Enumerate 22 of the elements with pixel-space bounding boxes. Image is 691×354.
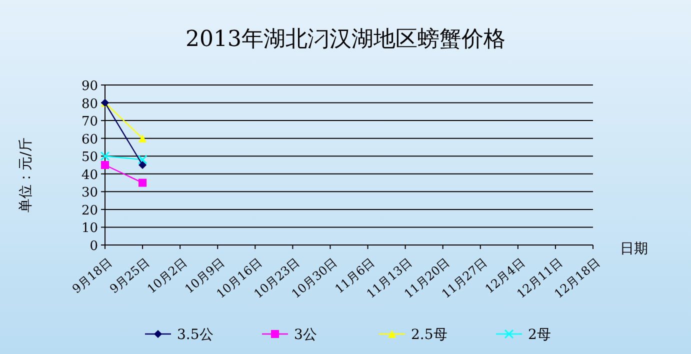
point [101,161,109,169]
chart-title: 2013年湖北汈汉湖地区螃蟹价格 [186,27,506,52]
legend-label: 3公 [294,327,317,343]
point [138,161,147,169]
y-tick-label: 80 [81,96,98,112]
legend-label: 3.5公 [177,327,214,343]
y-axis-title: 单位：元/斤 [18,138,34,212]
y-tick-label: 70 [81,114,98,130]
y-tick-label: 60 [81,132,98,148]
y-tick-label: 50 [81,150,98,166]
legend-label: 2.5母 [411,327,448,343]
legend-label: 2母 [528,327,551,343]
point [138,154,148,164]
y-tick-label: 40 [81,168,98,183]
y-tick-label: 20 [81,203,98,218]
y-tick-label: 0 [90,239,98,254]
y-tick-label: 30 [81,186,98,201]
y-tick-label: 10 [81,221,98,236]
point [138,178,147,187]
x-axis-title: 日期 [620,241,648,257]
y-tick-label: 90 [81,79,98,94]
point [100,151,110,161]
